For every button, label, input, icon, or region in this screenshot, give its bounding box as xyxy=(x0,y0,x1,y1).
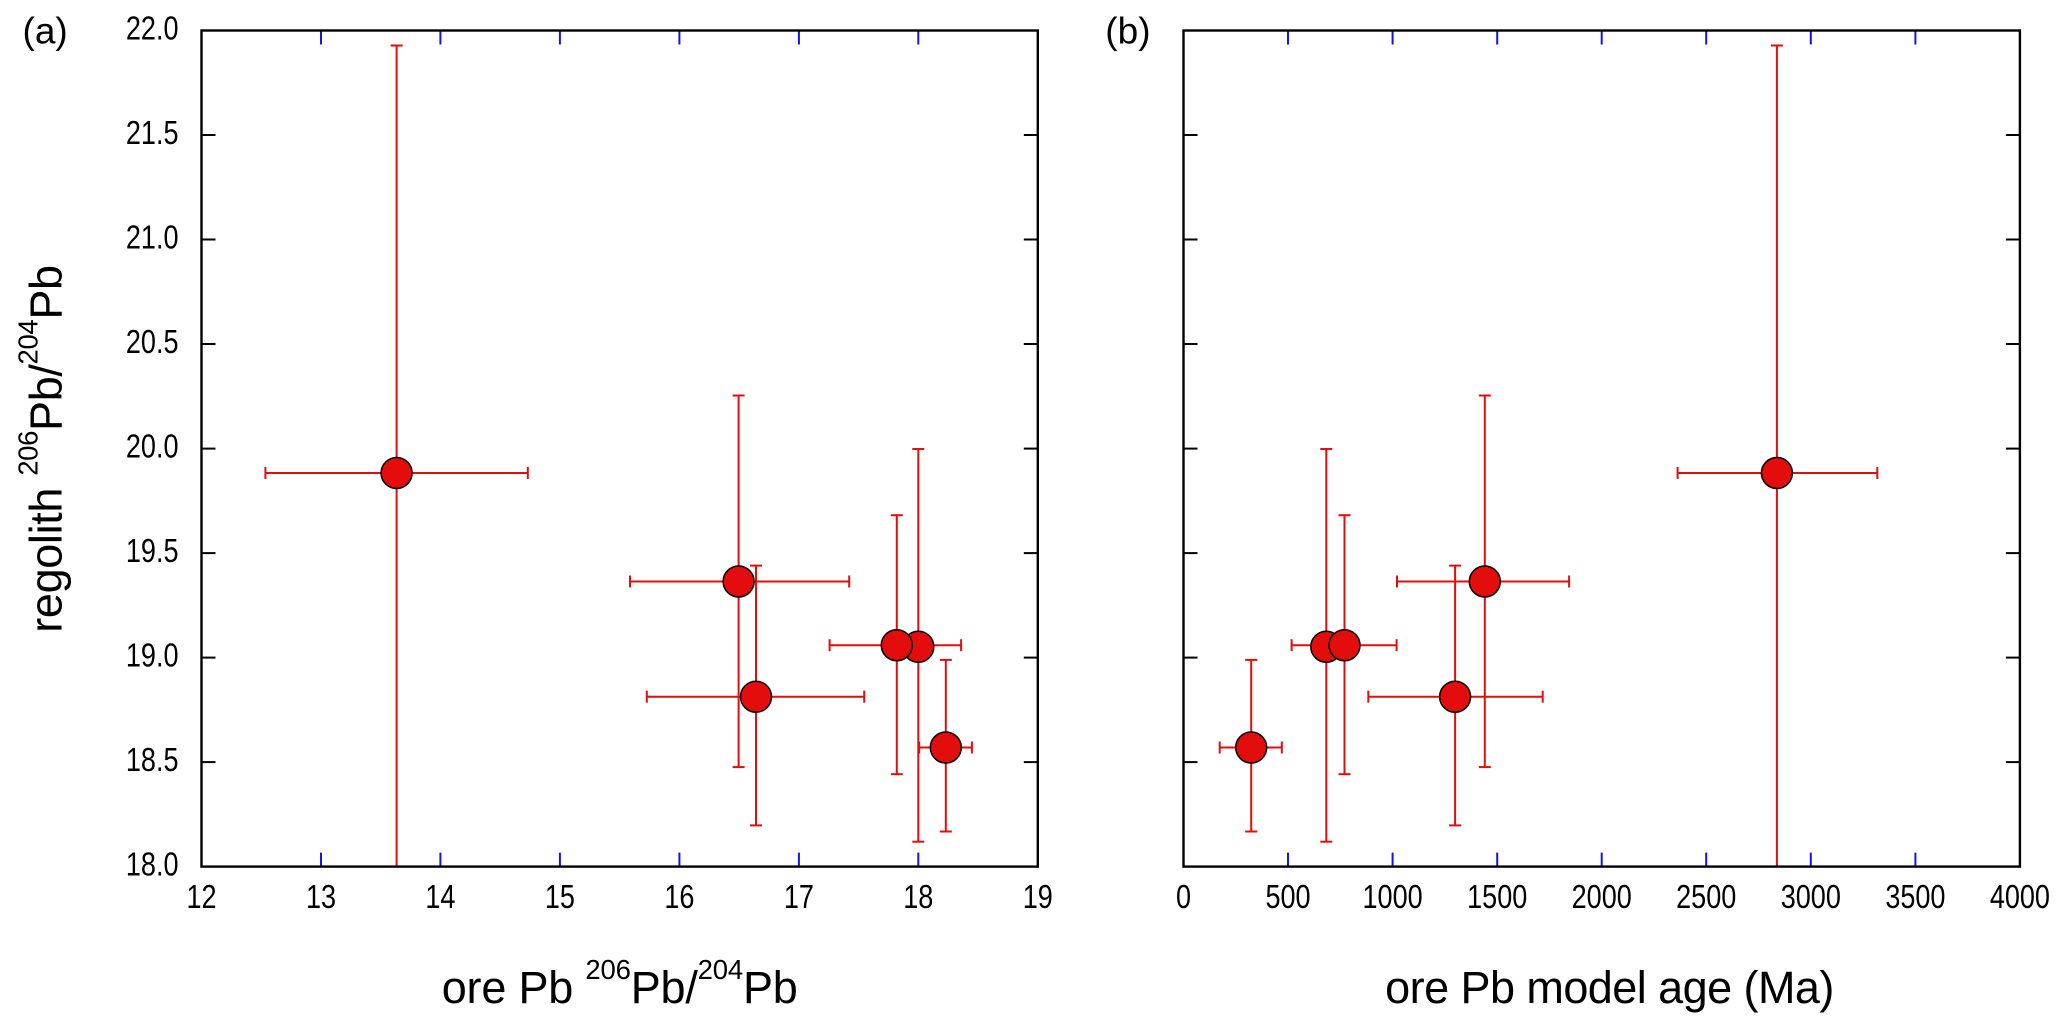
svg-text:21.5: 21.5 xyxy=(126,115,179,151)
svg-text:2500: 2500 xyxy=(1676,880,1736,916)
svg-text:18.5: 18.5 xyxy=(126,743,179,779)
svg-text:20.5: 20.5 xyxy=(126,324,179,360)
svg-text:3000: 3000 xyxy=(1781,880,1841,916)
svg-text:18.0: 18.0 xyxy=(126,847,179,883)
svg-text:15: 15 xyxy=(545,880,575,916)
svg-text:ore Pb model age (Ma): ore Pb model age (Ma) xyxy=(1385,962,1834,1013)
svg-text:(b): (b) xyxy=(1105,11,1150,52)
svg-text:19.0: 19.0 xyxy=(126,638,179,674)
svg-text:(a): (a) xyxy=(23,11,68,52)
svg-text:16: 16 xyxy=(664,880,694,916)
svg-text:19: 19 xyxy=(1023,880,1053,916)
svg-text:20.0: 20.0 xyxy=(126,429,179,465)
svg-text:18: 18 xyxy=(903,880,933,916)
svg-text:4000: 4000 xyxy=(1990,880,2050,916)
svg-text:0: 0 xyxy=(1176,880,1191,916)
svg-text:19.5: 19.5 xyxy=(126,534,179,570)
svg-text:1000: 1000 xyxy=(1363,880,1423,916)
svg-text:17: 17 xyxy=(784,880,814,916)
svg-text:21.0: 21.0 xyxy=(126,220,179,256)
svg-text:12: 12 xyxy=(186,880,216,916)
svg-text:2000: 2000 xyxy=(1572,880,1632,916)
svg-text:500: 500 xyxy=(1265,880,1310,916)
svg-text:22.0: 22.0 xyxy=(126,11,179,47)
svg-text:3500: 3500 xyxy=(1885,880,1945,916)
svg-text:1500: 1500 xyxy=(1467,880,1527,916)
svg-text:14: 14 xyxy=(425,880,455,916)
svg-text:13: 13 xyxy=(306,880,336,916)
